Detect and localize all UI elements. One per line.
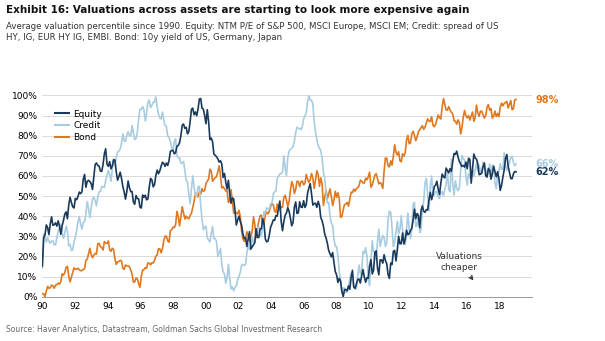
Text: 66%: 66% [535, 159, 559, 169]
Text: Valuations
cheaper: Valuations cheaper [436, 252, 482, 279]
Text: Average valuation percentile since 1990. Equity: NTM P/E of S&P 500, MSCI Europe: Average valuation percentile since 1990.… [6, 22, 499, 42]
Text: Exhibit 16: Valuations across assets are starting to look more expensive again: Exhibit 16: Valuations across assets are… [6, 5, 469, 15]
Text: 98%: 98% [535, 94, 559, 104]
Legend: Equity, Credit, Bond: Equity, Credit, Bond [52, 106, 106, 146]
Text: 62%: 62% [535, 167, 559, 177]
Text: Source: Haver Analytics, Datastream, Goldman Sachs Global Investment Research: Source: Haver Analytics, Datastream, Gol… [6, 325, 322, 334]
